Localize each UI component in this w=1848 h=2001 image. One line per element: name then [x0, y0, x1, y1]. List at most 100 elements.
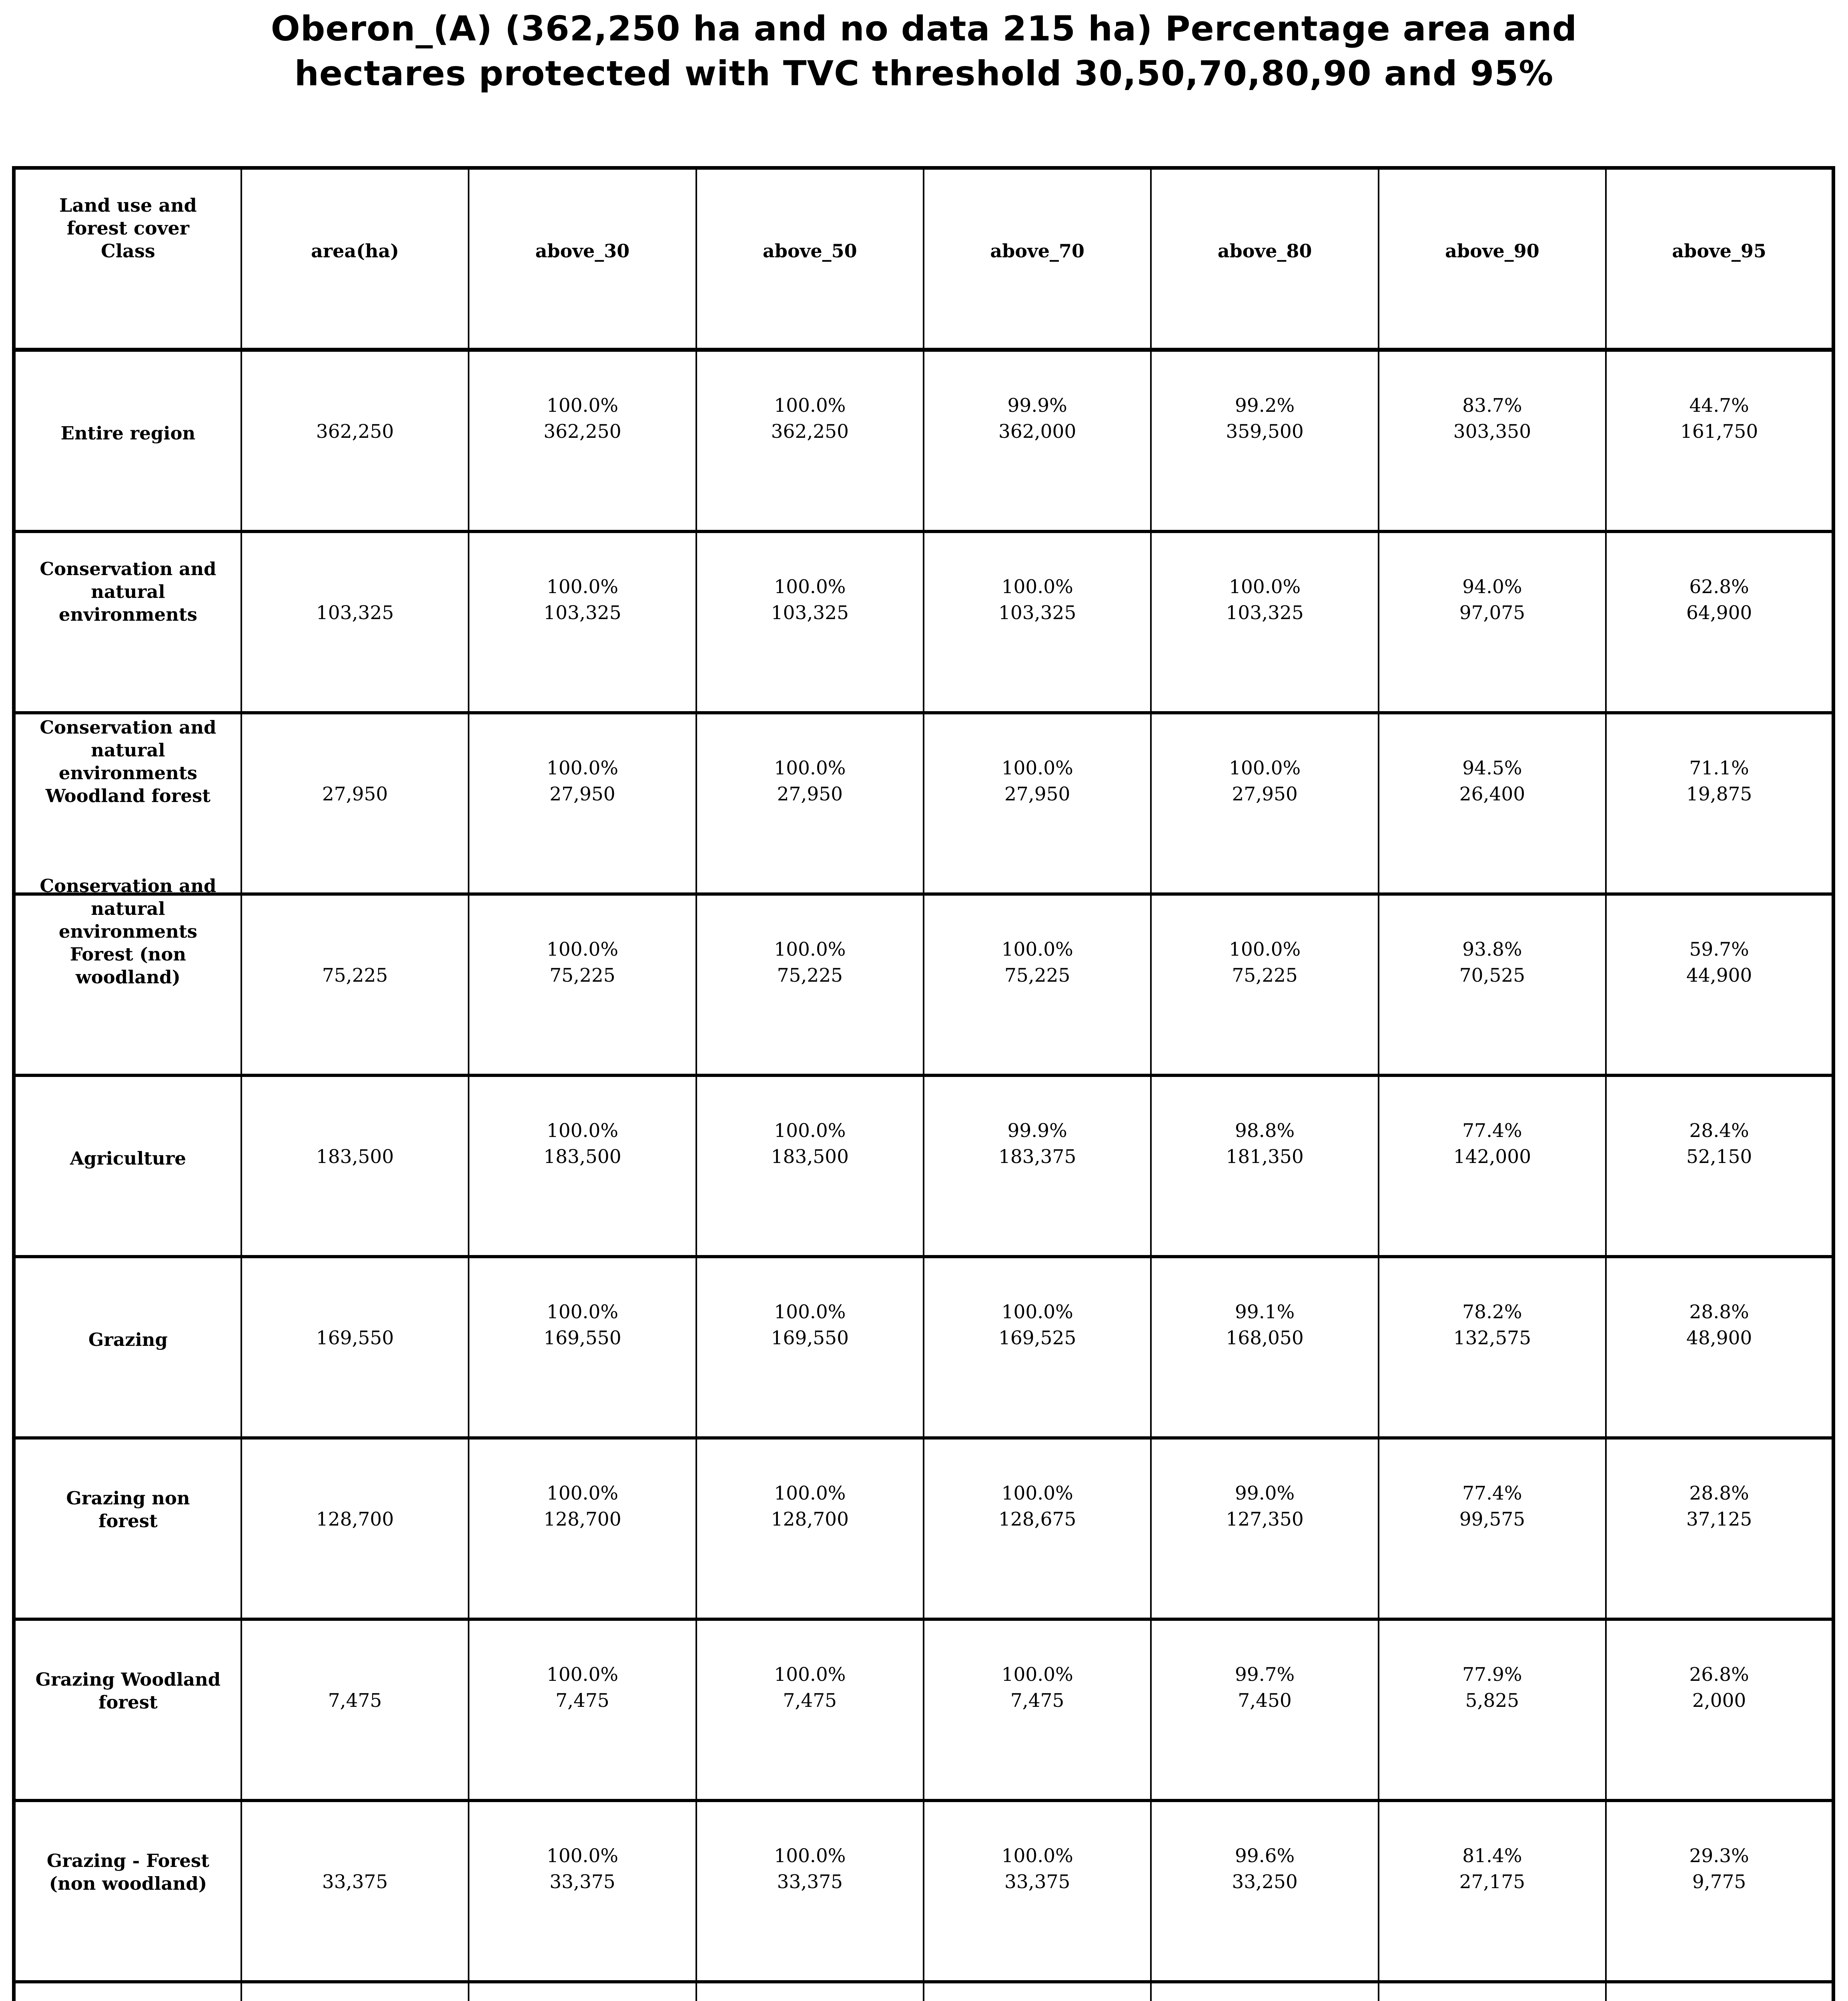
threshold-cell: 100.0% 128,700: [468, 1436, 696, 1619]
percent-value: 83.7%: [1462, 395, 1522, 417]
landuse-class-cell: Cropping: [14, 1980, 241, 2001]
area-cell: 362,250: [240, 350, 469, 531]
hectares-value: 183,500: [543, 1146, 621, 1168]
table-header: Land use and forest cover Class area(ha) abo…: [14, 168, 1834, 352]
threshold-cell: 29.3% 9,775: [1605, 1799, 1834, 1982]
landuse-class-cell: Grazing non forest: [14, 1436, 241, 1619]
landuse-class-text: forest: [98, 1692, 158, 1713]
threshold-cell: 62.8% 64,900: [1605, 530, 1834, 713]
hectares-value: 303,350: [1453, 421, 1531, 443]
landuse-class-text: forest: [98, 1510, 158, 1532]
landuse-class-text: environments: [58, 762, 197, 784]
percent-value: 100.0%: [546, 1664, 619, 1686]
area-cell: 128,700: [240, 1436, 469, 1619]
threshold-cell: 23.4%3,250: [1605, 1980, 1834, 2001]
area-value: 75,225: [322, 964, 388, 986]
landuse-class-text: environments: [58, 921, 197, 942]
hectares-value: 52,150: [1686, 1146, 1752, 1168]
col-header-text: above_30: [535, 240, 630, 262]
table-row: Conservation and natural environments Woodl…: [14, 711, 1834, 894]
area-cell: 103,325: [240, 530, 469, 713]
hectares-value: 183,500: [771, 1146, 849, 1168]
landuse-class-text: Conservation and: [40, 558, 216, 579]
col-header-text: above_95: [1672, 240, 1766, 262]
table-row: Grazing 169,550 100.0% 169,550 100.0% 169,550…: [14, 1255, 1834, 1438]
area-cell: 75,225: [240, 892, 469, 1075]
hectares-value: 33,375: [1004, 1871, 1070, 1893]
percent-value: 100.0%: [546, 938, 619, 960]
hectares-value: 19,875: [1686, 783, 1752, 805]
landuse-class-cell: Grazing Woodland forest: [14, 1618, 241, 1800]
landuse-class-text: Grazing Woodland: [35, 1669, 221, 1690]
hectares-value: 2,000: [1692, 1690, 1746, 1712]
hectares-value: 103,325: [1226, 602, 1304, 624]
hectares-value: 168,050: [1226, 1327, 1304, 1349]
percent-value: 71.1%: [1689, 757, 1749, 779]
threshold-cell: 100.0% 362,250: [468, 350, 696, 531]
percent-value: 100.0%: [774, 938, 846, 960]
table-row: Conservation and natural environments Fores…: [14, 875, 1834, 1075]
col-header: above_95: [1605, 168, 1834, 352]
table-row: Grazing non forest 128,700 100.0% 128,700 100…: [14, 1436, 1834, 1619]
hectares-value: 75,225: [1232, 964, 1298, 986]
landuse-class-text: Conservation and: [40, 717, 216, 738]
hectares-value: 359,500: [1226, 421, 1304, 443]
percent-value: 100.0%: [546, 1845, 619, 1867]
col-header: above_30: [468, 168, 696, 352]
percent-value: 100.0%: [1001, 1845, 1073, 1867]
hectares-value: 362,250: [771, 421, 849, 443]
area-cell: 169,550: [240, 1255, 469, 1438]
percent-value: 98.8%: [1235, 1120, 1295, 1142]
landuse-class-text: Grazing - Forest: [46, 1850, 209, 1871]
percent-value: 44.7%: [1689, 395, 1749, 417]
col-header-text: Land use and: [59, 194, 197, 216]
table-row: Grazing Woodland forest 7,475 100.0% 7,475 10…: [14, 1618, 1834, 1800]
page-title: Oberon_(A) (362,250 ha and no data 215 h…: [0, 6, 1848, 96]
hectares-value: 9,775: [1692, 1871, 1746, 1893]
landuse-class-text: Agriculture: [70, 1148, 186, 1169]
hectares-value: 97,075: [1459, 602, 1525, 624]
hectares-value: 181,350: [1226, 1146, 1304, 1168]
hectares-value: 27,950: [777, 783, 843, 805]
hectares-value: 169,550: [771, 1327, 849, 1349]
threshold-cell: 99.3%13,800: [922, 1980, 1151, 2001]
percent-value: 100.0%: [1229, 576, 1301, 598]
percent-value: 100.0%: [774, 1301, 846, 1323]
table-row: Cropping13,900100.0%13,900100.0%13,90099…: [14, 1980, 1834, 2001]
threshold-cell: 100.0% 128,675: [922, 1436, 1151, 1619]
threshold-cell: 99.9% 183,375: [922, 1074, 1151, 1257]
col-header-text: forest cover: [66, 217, 189, 239]
col-header: above_70: [922, 168, 1151, 352]
threshold-cell: 44.7% 161,750: [1605, 350, 1834, 531]
threshold-cell: 100.0% 183,500: [695, 1074, 924, 1257]
percent-value: 100.0%: [1001, 1301, 1073, 1323]
landuse-class-cell: Conservation and natural environments Fores…: [14, 875, 241, 1075]
threshold-cell: 100.0% 75,225: [1150, 892, 1379, 1075]
percent-value: 28.8%: [1689, 1482, 1749, 1504]
hectares-value: 27,950: [549, 783, 615, 805]
threshold-cell: 99.9% 362,000: [922, 350, 1151, 531]
col-header-text: above_50: [762, 240, 857, 262]
landuse-class-cell: Agriculture: [14, 1074, 241, 1257]
threshold-cell: 100.0% 27,950: [922, 711, 1151, 894]
percent-value: 100.0%: [774, 1120, 846, 1142]
threshold-cell: 67.8%9,425: [1377, 1980, 1606, 2001]
hectares-value: 7,450: [1238, 1690, 1292, 1712]
hectares-value: 75,225: [1004, 964, 1070, 986]
percent-value: 59.7%: [1689, 938, 1749, 960]
percent-value: 100.0%: [546, 576, 619, 598]
area-value: 362,250: [316, 421, 394, 443]
landuse-class-text: Grazing: [88, 1329, 168, 1350]
hectares-value: 169,550: [543, 1327, 621, 1349]
col-header-text: area(ha): [311, 240, 399, 262]
landuse-class-text: Conservation and: [40, 875, 216, 896]
threshold-cell: 100.0% 33,375: [468, 1799, 696, 1982]
landuse-class-text: Woodland forest: [45, 785, 211, 806]
percent-value: 28.4%: [1689, 1120, 1749, 1142]
threshold-cell: 100.0% 169,525: [922, 1255, 1151, 1438]
percent-value: 100.0%: [546, 757, 619, 779]
percent-value: 77.4%: [1462, 1482, 1522, 1504]
threshold-cell: 100.0% 103,325: [468, 530, 696, 713]
percent-value: 100.0%: [546, 1120, 619, 1142]
landuse-class-cell: Conservation and natural environments: [14, 530, 241, 713]
